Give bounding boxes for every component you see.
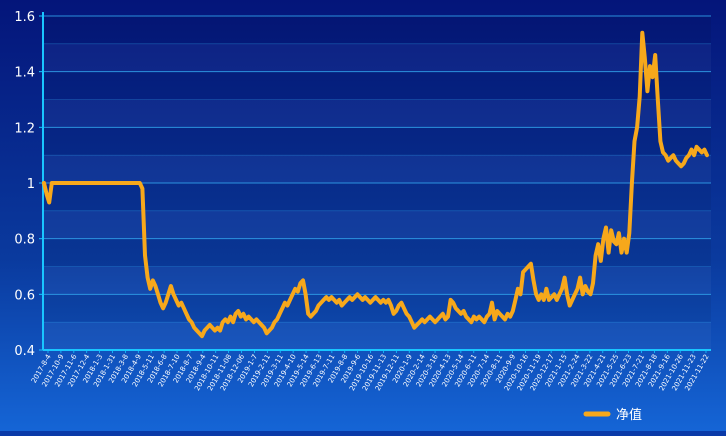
y-tick-label: 1.2 bbox=[14, 121, 35, 136]
y-tick-label: 1.6 bbox=[14, 10, 35, 25]
legend-label: 净值 bbox=[616, 407, 642, 423]
plot-band bbox=[43, 71, 711, 100]
legend[interactable]: 净值 bbox=[583, 407, 642, 423]
plot-band bbox=[43, 16, 711, 44]
y-tick-label: 1.4 bbox=[14, 66, 35, 81]
plot-band bbox=[43, 43, 711, 72]
plot-band bbox=[43, 99, 711, 128]
plot-band bbox=[43, 266, 711, 295]
plot-band bbox=[43, 183, 711, 211]
plot-band bbox=[43, 210, 711, 239]
axes bbox=[39, 12, 711, 353]
y-tick-label: 0.4 bbox=[14, 344, 35, 359]
series-group bbox=[42, 30, 709, 339]
y-tick-label: 1 bbox=[27, 177, 35, 192]
plot-band bbox=[43, 155, 711, 183]
x-tick-labels: 2017-8-42017-10-92017-11-62017-12-42018-… bbox=[30, 353, 711, 393]
y-tick-label: 0.8 bbox=[14, 233, 35, 248]
y-tick-labels: 0.4 0.6 0.8 1 1.2 1.4 1.6 bbox=[14, 10, 35, 359]
plot-band bbox=[43, 322, 711, 350]
series-line-nav bbox=[42, 30, 709, 339]
y-tick-label: 0.6 bbox=[14, 288, 35, 303]
plot-band bbox=[43, 127, 711, 156]
